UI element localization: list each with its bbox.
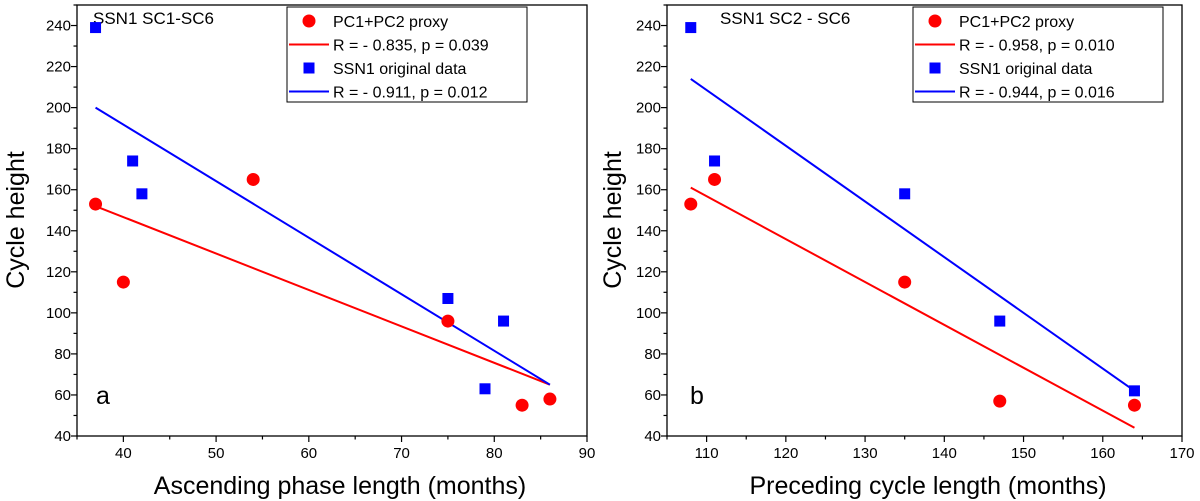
legend-series-name: PC1+PC2 proxy xyxy=(959,14,1074,31)
x-tick-label: 160 xyxy=(1090,445,1115,462)
y-tick-label: 240 xyxy=(636,18,661,35)
x-tick-label: 110 xyxy=(695,445,719,462)
y-tick-label: 100 xyxy=(636,305,661,322)
legend-fit-label: R = - 0.944, p = 0.016 xyxy=(959,85,1115,102)
proxy-data-point xyxy=(898,275,912,289)
legend-fit-label: R = - 0.958, p = 0.010 xyxy=(959,38,1115,55)
x-tick-label: 70 xyxy=(393,445,410,462)
x-tick-label: 90 xyxy=(579,445,596,462)
legend: PC1+PC2 proxy R = - 0.835, p = 0.039 SSN1 … xyxy=(286,6,528,103)
legend-box xyxy=(912,6,1164,103)
y-tick-label: 120 xyxy=(46,264,71,281)
panel-letter: a xyxy=(96,382,110,410)
proxy-data-point xyxy=(1127,398,1141,412)
legend-circle-marker xyxy=(928,14,942,28)
original-data-point xyxy=(127,155,139,167)
legend-square-marker xyxy=(303,62,315,74)
original-data-point xyxy=(994,315,1006,327)
y-tick-label: 160 xyxy=(636,182,661,199)
original-fit-line xyxy=(690,78,1136,392)
original-data-point xyxy=(498,315,510,327)
y-tick-label: 60 xyxy=(54,387,71,404)
panel-title: SSN1 SC2 - SC6 xyxy=(720,9,850,28)
x-axis-title: Preceding cycle length (months) xyxy=(749,472,1106,500)
proxy-data-point xyxy=(116,275,130,289)
y-tick-label: 100 xyxy=(46,305,71,322)
proxy-data-point xyxy=(246,172,260,186)
y-tick-label: 220 xyxy=(46,59,71,76)
y-axis-title: Cycle height xyxy=(2,151,30,289)
proxy-data-point xyxy=(684,197,698,211)
legend-square-marker xyxy=(929,62,941,74)
y-tick-label: 80 xyxy=(644,346,661,363)
y-tick-label: 80 xyxy=(54,346,71,363)
original-data-point xyxy=(709,155,721,167)
proxy-fit-line xyxy=(690,186,1135,429)
proxy-data-point xyxy=(515,398,529,412)
x-axis-title: Ascending phase length (months) xyxy=(154,472,526,500)
y-tick-label: 200 xyxy=(46,100,71,117)
y-axis-title: Cycle height xyxy=(599,151,627,289)
x-tick-label: 60 xyxy=(300,445,317,462)
y-tick-label: 180 xyxy=(636,141,661,158)
proxy-data-point xyxy=(89,197,103,211)
y-tick-label: 40 xyxy=(54,428,71,445)
proxy-data-point xyxy=(993,394,1007,408)
x-tick-label: 40 xyxy=(115,445,132,462)
y-tick-label: 200 xyxy=(636,100,661,117)
legend-fit-label: R = - 0.835, p = 0.039 xyxy=(333,38,489,55)
y-tick-label: 160 xyxy=(46,182,71,199)
x-tick-label: 50 xyxy=(208,445,225,462)
y-tick-label: 60 xyxy=(644,387,661,404)
x-tick-label: 130 xyxy=(853,445,878,462)
panel-letter: b xyxy=(690,382,704,410)
panel-a: 40 50 60 70 80 90 40 60 80 100 120 140 160 180 200 220 2… xyxy=(2,4,596,500)
legend: PC1+PC2 proxy R = - 0.958, p = 0.010 SSN1 … xyxy=(912,6,1164,103)
y-tick-label: 140 xyxy=(46,223,71,240)
panel-title: SSN1 SC1-SC6 xyxy=(93,9,214,28)
y-tick-label: 120 xyxy=(636,264,661,281)
y-tick-label: 140 xyxy=(636,223,661,240)
original-data-point xyxy=(479,383,491,395)
y-tick-label: 180 xyxy=(46,141,71,158)
x-tick-label: 80 xyxy=(486,445,503,462)
y-tick-label: 220 xyxy=(636,59,661,76)
x-tick-label: 150 xyxy=(1011,445,1036,462)
y-tick-label: 40 xyxy=(644,428,661,445)
legend-box xyxy=(286,6,528,103)
original-data-point xyxy=(685,22,697,34)
original-data-point xyxy=(90,22,102,34)
original-data-point xyxy=(136,188,148,200)
original-data-point xyxy=(1128,385,1140,397)
legend-series-name: SSN1 original data xyxy=(333,61,467,78)
original-fit-line xyxy=(95,106,551,386)
plot-frame xyxy=(666,4,1183,437)
legend-series-name: SSN1 original data xyxy=(959,61,1093,78)
proxy-data-point xyxy=(708,172,722,186)
original-data-point xyxy=(899,188,911,200)
proxy-data-point xyxy=(441,314,455,328)
y-tick-label: 240 xyxy=(46,18,71,35)
x-tick-label: 120 xyxy=(773,445,798,462)
legend-series-name: PC1+PC2 proxy xyxy=(333,14,448,31)
legend-fit-label: R = - 0.911, p = 0.012 xyxy=(333,85,488,102)
panel-b: 110 120 130 140 150 160 170 40 60 80 100 120 140 160 1… xyxy=(599,4,1195,500)
plot-frame xyxy=(76,4,588,437)
x-tick-label: 140 xyxy=(932,445,957,462)
original-data-point xyxy=(442,292,454,304)
proxy-fit-line xyxy=(95,205,551,386)
x-tick-label: 170 xyxy=(1169,445,1194,462)
legend-circle-marker xyxy=(302,14,316,28)
proxy-data-point xyxy=(543,392,557,406)
